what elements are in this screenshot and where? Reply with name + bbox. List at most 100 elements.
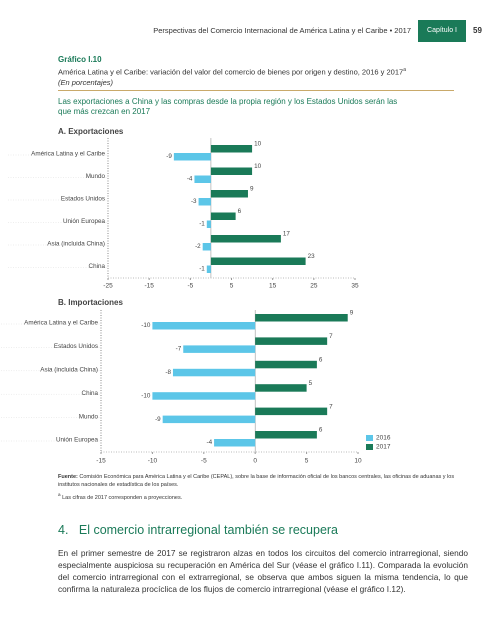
value-label: -9 (155, 416, 161, 423)
value-label: 9 (350, 310, 354, 317)
x-tick-label: -10 (148, 458, 158, 465)
figure-source: Fuente: Comisión Económica para América … (58, 474, 468, 489)
bar (162, 415, 256, 424)
value-label: 10 (254, 141, 262, 148)
page-number: 59 (473, 26, 482, 35)
value-label: -2 (195, 243, 201, 250)
category-label: Estados Unidos (54, 343, 98, 350)
x-tick-label: -5 (187, 283, 193, 290)
legend-swatch (366, 444, 373, 450)
value-label: -8 (165, 369, 171, 376)
bar (194, 175, 211, 183)
x-tick-label: 0 (253, 458, 257, 465)
legend-swatch (366, 435, 373, 441)
category-label: Mundo (79, 413, 99, 420)
bar (255, 314, 348, 322)
bar (210, 212, 236, 220)
category-label: Mundo (86, 173, 106, 180)
x-tick-label: -25 (103, 283, 113, 290)
note-text: Las cifras de 2017 corresponden a proyec… (62, 494, 183, 501)
value-label: 7 (329, 333, 333, 340)
figure-highlight: Las exportaciones a China y las compras … (58, 97, 398, 116)
bar (198, 198, 211, 206)
value-label: -3 (191, 198, 197, 205)
bar (172, 368, 256, 377)
bar (210, 145, 253, 153)
value-label: 17 (283, 231, 291, 238)
header-publication: Perspectivas del Comercio Internacional … (153, 26, 411, 35)
value-label: -7 (176, 346, 182, 353)
bar (255, 407, 328, 416)
section-title: El comercio intrarregional también se re… (78, 523, 339, 537)
legend-label: 2016 (376, 435, 391, 442)
category-label: Unión Europea (56, 437, 99, 444)
figure-title: América Latina y el Caribe: variación de… (58, 65, 458, 88)
value-label: 6 (319, 356, 323, 363)
bar (152, 392, 256, 400)
bar (255, 431, 317, 439)
bar (183, 345, 256, 353)
bar (210, 167, 253, 175)
bar (214, 439, 256, 447)
legend-label: 2017 (376, 444, 391, 451)
value-label: 9 (250, 186, 254, 193)
section-number: 4. (58, 523, 69, 537)
x-tick-label: -5 (201, 458, 207, 465)
value-label: 10 (254, 163, 262, 170)
category-label: América Latina y el Caribe (31, 151, 105, 158)
note-marker: a (58, 492, 61, 497)
figure-title-text: América Latina y el Caribe: variación de… (58, 67, 404, 77)
value-label: 6 (238, 208, 242, 215)
value-label: -1 (199, 221, 205, 228)
body-text: En el primer semestre de 2017 se registr… (58, 548, 468, 594)
category-label: China (82, 390, 99, 397)
chart-title: B. Importaciones (58, 298, 123, 307)
x-tick-label: 10 (354, 458, 362, 465)
value-label: -4 (187, 176, 193, 183)
x-tick-label: -15 (144, 283, 154, 290)
bar (255, 337, 328, 345)
value-label: 23 (308, 253, 316, 260)
category-label: Unión Europea (63, 218, 106, 225)
value-label: -10 (141, 322, 151, 329)
x-tick-label: 35 (351, 283, 359, 290)
section-heading: 4. El comercio intrarregional también se… (58, 523, 338, 537)
source-label: Fuente: (58, 474, 78, 480)
x-tick-label: 5 (305, 458, 309, 465)
bar (255, 384, 307, 392)
figure-note: a Las cifras de 2017 corresponden a proy… (58, 491, 468, 502)
figure-label: Gráfico I.10 (58, 55, 102, 64)
value-label: -9 (166, 153, 172, 160)
value-label: 7 (329, 403, 333, 410)
category-label: Asia (incluida China) (40, 366, 98, 373)
chart-title: A. Exportaciones (58, 127, 124, 136)
bar (152, 322, 256, 330)
bar (210, 190, 248, 198)
title-marker: a (403, 67, 406, 73)
value-label: -4 (206, 439, 212, 446)
x-tick-label: 5 (230, 283, 234, 290)
value-label: -10 (141, 392, 151, 399)
bar (255, 360, 317, 369)
bar (206, 265, 211, 273)
bar (210, 235, 281, 243)
x-tick-label: 25 (310, 283, 318, 290)
figure-units: (En porcentajes) (58, 77, 114, 87)
x-tick-label: -15 (96, 458, 106, 465)
category-label: China (89, 263, 106, 270)
category-label: Estados Unidos (61, 196, 105, 203)
separator (58, 90, 454, 91)
category-label: América Latina y el Caribe (24, 320, 98, 327)
category-label: Asia (incluida China) (47, 241, 105, 248)
header-chapter: Capítulo I (418, 20, 466, 42)
value-label: -1 (199, 266, 205, 273)
bar (173, 153, 211, 161)
x-tick-label: 15 (269, 283, 277, 290)
source-text: Comisión Económica para América Latina y… (58, 474, 455, 488)
value-label: 6 (319, 427, 323, 434)
bar (206, 220, 211, 228)
bar (210, 257, 306, 265)
value-label: 5 (309, 380, 313, 387)
